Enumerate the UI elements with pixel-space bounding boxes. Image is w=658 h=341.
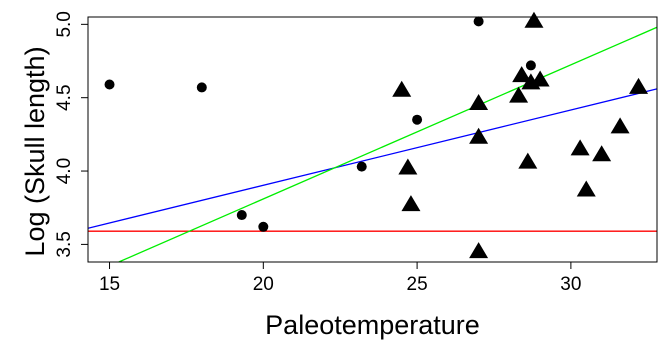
y-tick-label: 5.0 xyxy=(54,11,75,37)
circle-point xyxy=(196,82,207,93)
blue-fit-line xyxy=(88,88,657,229)
triangle-point xyxy=(610,117,630,134)
triangle-point xyxy=(570,139,590,156)
triangle-point xyxy=(469,242,489,259)
triangle-point xyxy=(392,80,412,97)
circle-point xyxy=(236,210,247,221)
triangle-point xyxy=(469,93,489,110)
green-fit-line xyxy=(118,26,657,262)
x-tick-label: 20 xyxy=(253,274,274,295)
triangle-point xyxy=(398,158,418,175)
y-tick-label: 3.5 xyxy=(54,231,75,257)
y-tick-label: 4.5 xyxy=(54,84,75,110)
circle-point xyxy=(104,79,115,90)
plot-frame xyxy=(87,16,658,263)
x-tick-label: 15 xyxy=(99,274,120,295)
triangle-point xyxy=(524,11,544,28)
triangle-point xyxy=(518,152,538,169)
triangle-point xyxy=(576,180,596,197)
x-tick-label: 30 xyxy=(560,274,581,295)
circle-point xyxy=(525,60,536,71)
triangle-point xyxy=(530,70,550,87)
circle-point xyxy=(412,114,423,125)
x-axis-title: Paleotemperature xyxy=(265,310,480,340)
circle-point xyxy=(258,221,269,232)
x-tick-label: 25 xyxy=(407,274,428,295)
y-axis: 3.5 4.0 4.5 5.0 xyxy=(54,11,89,258)
fit-lines xyxy=(88,26,657,262)
x-axis: 15 20 25 30 xyxy=(99,261,581,295)
circle-point xyxy=(473,16,484,27)
triangle-point xyxy=(401,195,421,212)
triangle-point xyxy=(592,145,612,162)
circle-point xyxy=(356,161,367,172)
y-tick-label: 4.0 xyxy=(54,158,75,184)
triangle-point xyxy=(469,127,489,144)
data-points xyxy=(104,11,649,259)
y-axis-title: Log (Skull length) xyxy=(20,46,50,256)
triangle-point xyxy=(509,86,529,103)
triangle-point xyxy=(512,66,532,83)
triangle-point xyxy=(629,77,649,94)
